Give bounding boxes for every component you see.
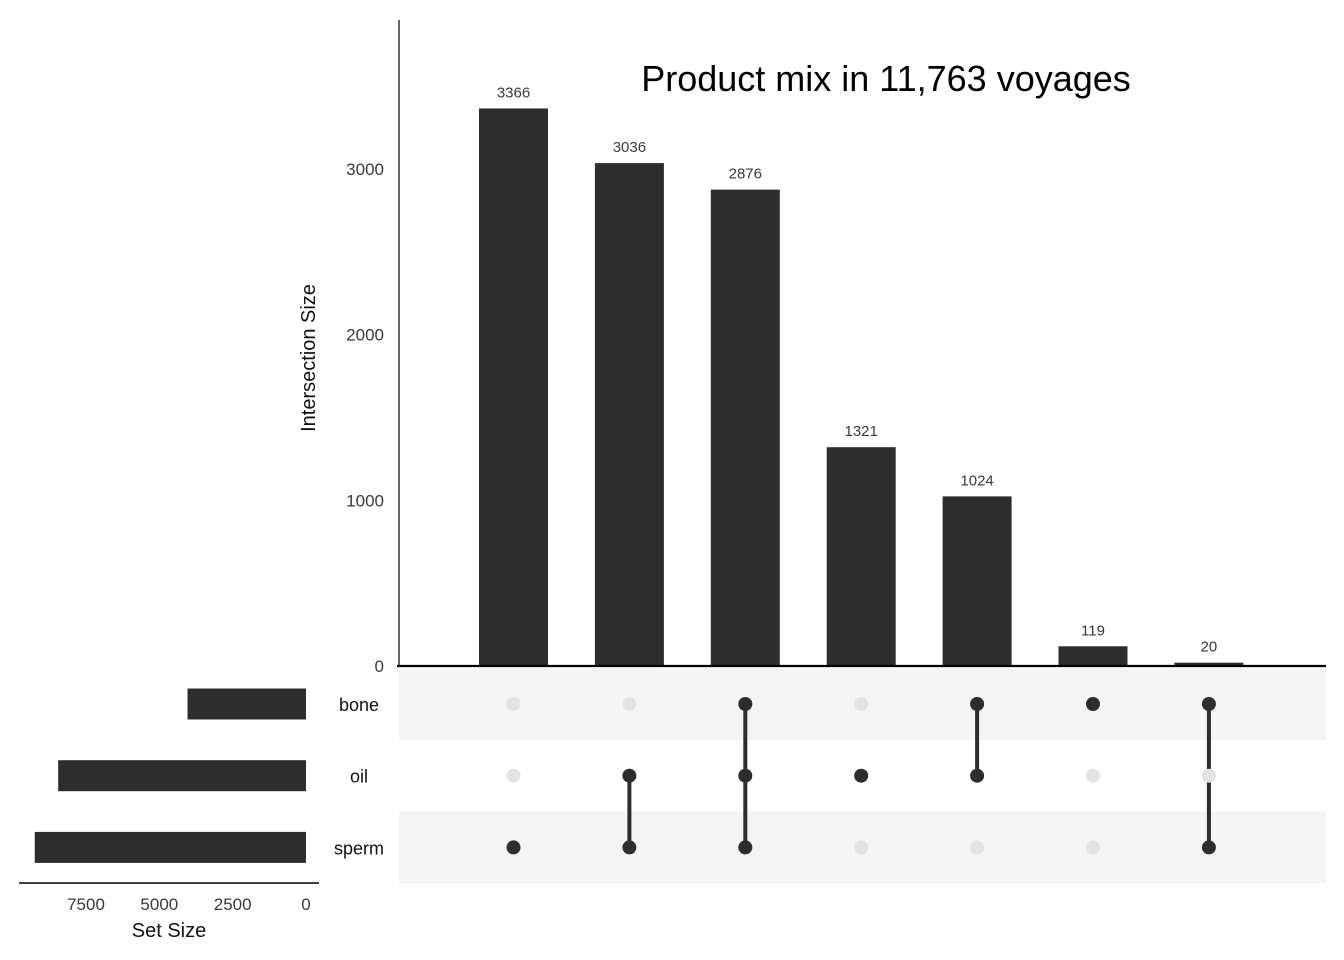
set-size-tick-0: 0 xyxy=(301,895,310,914)
intersection-bars xyxy=(479,108,1244,667)
set-size-tick-5000: 5000 xyxy=(140,895,178,914)
intersection-value-label-2: 3036 xyxy=(613,139,646,156)
matrix-dot-4-sperm xyxy=(854,840,869,855)
set-name-labels: bone oil sperm xyxy=(334,695,384,858)
intersection-bar-4 xyxy=(826,447,896,666)
matrix-dot-4-bone xyxy=(854,697,869,711)
set-name-oil: oil xyxy=(350,767,368,787)
set-size-axis-label: Set Size xyxy=(132,920,206,942)
chart-title: Product mix in 11,763 voyages xyxy=(641,58,1131,99)
intersection-value-label-4: 1321 xyxy=(845,423,878,440)
matrix-dot-2-oil xyxy=(622,768,637,783)
matrix-dot-6-bone xyxy=(1086,697,1100,711)
intersection-bar-2 xyxy=(594,163,664,667)
set-size-bars xyxy=(34,688,307,863)
matrix-dot-1-sperm xyxy=(506,840,521,855)
y-tick-label-0: 0 xyxy=(375,657,384,676)
matrix-dot-5-sperm xyxy=(970,840,985,855)
matrix-dot-7-oil xyxy=(1201,768,1216,783)
matrix-dot-5-oil xyxy=(970,768,985,783)
intersection-value-label-7: 20 xyxy=(1201,639,1218,656)
intersection-value-labels: 3366 3036 2876 1321 1024 119 20 xyxy=(497,84,1217,655)
matrix-dot-6-oil xyxy=(1086,768,1100,783)
matrix-dot-1-oil xyxy=(506,768,521,783)
set-name-bone: bone xyxy=(339,695,379,715)
intersection-bar-5 xyxy=(942,496,1012,666)
intersection-y-ticks: 0 1000 2000 3000 xyxy=(346,160,384,676)
set-size-tick-2500: 2500 xyxy=(214,895,252,914)
matrix-dot-3-sperm xyxy=(738,840,753,855)
matrix-dot-7-sperm xyxy=(1201,840,1216,855)
intersection-bar-1 xyxy=(479,108,548,666)
set-size-x-ticks: 7500 5000 2500 0 xyxy=(67,895,311,914)
matrix-dot-3-oil xyxy=(738,768,753,783)
matrix-dot-7-bone xyxy=(1201,697,1216,711)
matrix-dot-4-oil xyxy=(854,768,869,783)
intersection-value-label-1: 3366 xyxy=(497,84,530,101)
y-tick-label-1000: 1000 xyxy=(346,491,384,510)
intersection-value-label-5: 1024 xyxy=(960,472,993,489)
intersection-bar-3 xyxy=(710,189,780,667)
intersection-bar-7 xyxy=(1174,662,1244,666)
set-size-bar-oil xyxy=(58,760,307,792)
y-tick-label-2000: 2000 xyxy=(346,326,384,345)
matrix-dot-3-bone xyxy=(738,697,753,711)
intersection-y-axis-label: Intersection Size xyxy=(298,284,320,432)
set-size-bar-sperm xyxy=(34,831,306,863)
matrix-dot-2-bone xyxy=(622,697,637,711)
matrix-dot-2-sperm xyxy=(622,840,637,855)
intersection-value-label-6: 119 xyxy=(1081,622,1105,639)
membership-matrix xyxy=(506,697,1216,855)
set-size-bar-bone xyxy=(187,688,306,720)
intersection-value-label-3: 2876 xyxy=(729,166,762,183)
set-size-tick-7500: 7500 xyxy=(67,895,105,914)
matrix-dot-6-sperm xyxy=(1086,840,1100,855)
matrix-dot-1-bone xyxy=(506,697,521,711)
matrix-dot-5-bone xyxy=(970,697,985,711)
intersection-bar-6 xyxy=(1058,646,1128,666)
set-name-sperm: sperm xyxy=(334,838,384,858)
y-tick-label-3000: 3000 xyxy=(346,160,384,179)
